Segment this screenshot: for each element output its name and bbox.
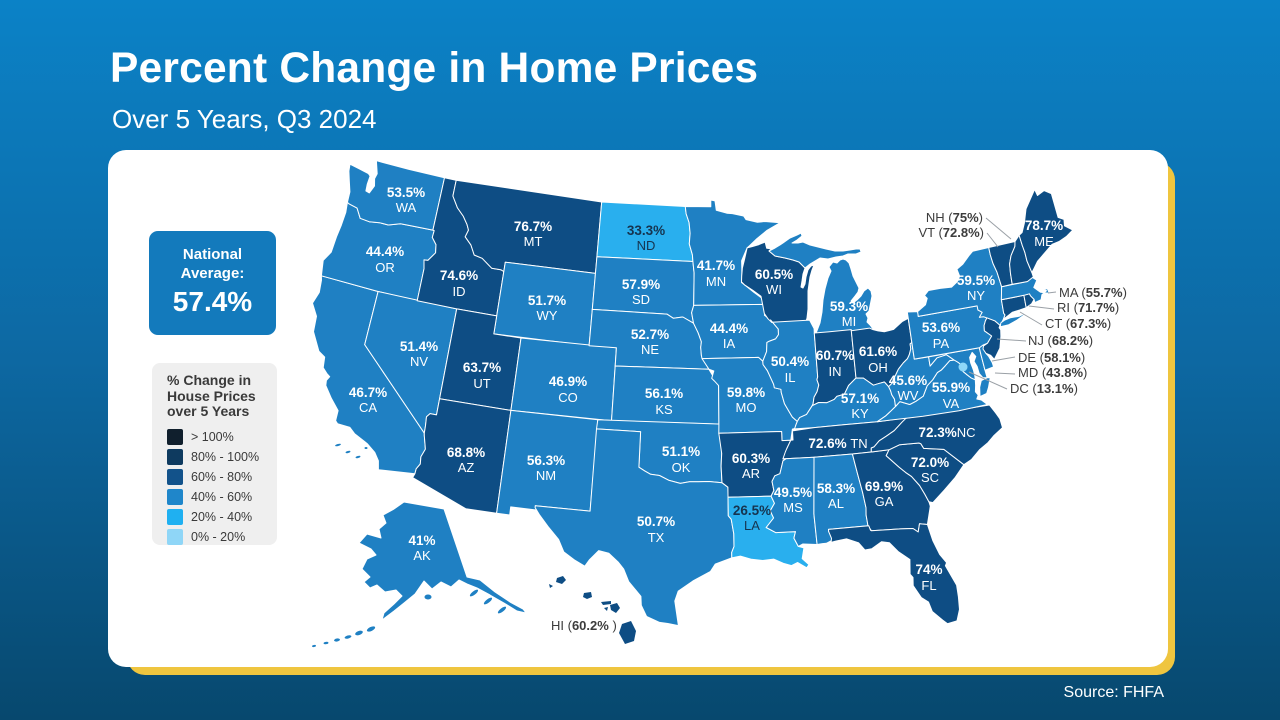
svg-text:AZ: AZ xyxy=(458,460,475,475)
svg-text:61.6%: 61.6% xyxy=(859,344,897,359)
svg-text:56.3%: 56.3% xyxy=(527,453,565,468)
svg-text:CA: CA xyxy=(359,400,377,415)
svg-text:MD (43.8%): MD (43.8%) xyxy=(1018,365,1087,380)
svg-text:OH: OH xyxy=(868,360,888,375)
svg-text:ND: ND xyxy=(637,238,656,253)
svg-text:FL: FL xyxy=(921,578,936,593)
svg-text:IA: IA xyxy=(723,336,736,351)
svg-text:SC: SC xyxy=(921,470,939,485)
svg-text:44.4%: 44.4% xyxy=(366,244,404,259)
svg-text:58.3%: 58.3% xyxy=(817,481,855,496)
svg-text:52.7%: 52.7% xyxy=(631,327,669,342)
svg-text:60.5%: 60.5% xyxy=(755,267,793,282)
svg-text:CT (67.3%): CT (67.3%) xyxy=(1045,316,1111,331)
svg-text:51.1%: 51.1% xyxy=(662,444,700,459)
svg-text:NH (75%): NH (75%) xyxy=(926,210,983,225)
svg-text:59.5%: 59.5% xyxy=(957,273,995,288)
svg-text:51.7%: 51.7% xyxy=(528,293,566,308)
svg-text:44.4%: 44.4% xyxy=(710,321,748,336)
svg-text:53.6%: 53.6% xyxy=(922,320,960,335)
svg-text:50.4%: 50.4% xyxy=(771,354,809,369)
svg-text:AK: AK xyxy=(413,548,431,563)
svg-text:WI: WI xyxy=(766,282,782,297)
svg-text:OR: OR xyxy=(375,260,395,275)
svg-text:MO: MO xyxy=(736,400,757,415)
svg-text:49.5%: 49.5% xyxy=(774,485,812,500)
svg-text:60.7%: 60.7% xyxy=(816,348,854,363)
svg-text:46.9%: 46.9% xyxy=(549,374,587,389)
svg-text:UT: UT xyxy=(473,376,490,391)
svg-text:74%: 74% xyxy=(915,562,942,577)
svg-text:MA (55.7%): MA (55.7%) xyxy=(1059,285,1127,300)
svg-text:WY: WY xyxy=(537,308,558,323)
svg-text:69.9%: 69.9% xyxy=(865,479,903,494)
svg-text:AR: AR xyxy=(742,466,760,481)
svg-text:NM: NM xyxy=(536,468,556,483)
svg-text:57.1%: 57.1% xyxy=(841,391,879,406)
svg-text:59.8%: 59.8% xyxy=(727,385,765,400)
svg-text:CO: CO xyxy=(558,390,578,405)
svg-text:VT (72.8%): VT (72.8%) xyxy=(918,225,984,240)
svg-text:OK: OK xyxy=(672,460,691,475)
svg-text:72.0%: 72.0% xyxy=(911,455,949,470)
svg-text:74.6%: 74.6% xyxy=(440,268,478,283)
svg-text:46.7%: 46.7% xyxy=(349,385,387,400)
svg-text:33.3%: 33.3% xyxy=(627,223,665,238)
svg-text:LA: LA xyxy=(744,518,760,533)
svg-text:MS: MS xyxy=(783,500,803,515)
svg-text:WV: WV xyxy=(898,388,919,403)
svg-text:MI: MI xyxy=(842,314,856,329)
svg-text:MT: MT xyxy=(524,234,543,249)
svg-text:DE (58.1%): DE (58.1%) xyxy=(1018,350,1085,365)
svg-text:KY: KY xyxy=(851,406,869,421)
svg-text:55.9%: 55.9% xyxy=(932,380,970,395)
svg-text:RI (71.7%): RI (71.7%) xyxy=(1057,300,1119,315)
svg-text:72.3%NC: 72.3%NC xyxy=(918,425,975,440)
svg-text:ID: ID xyxy=(453,284,466,299)
svg-text:26.5%: 26.5% xyxy=(733,503,771,518)
svg-text:IL: IL xyxy=(785,370,796,385)
svg-text:72.6% TN: 72.6% TN xyxy=(808,436,867,451)
svg-text:57.9%: 57.9% xyxy=(622,277,660,292)
svg-text:SD: SD xyxy=(632,292,650,307)
svg-text:ME: ME xyxy=(1034,234,1054,249)
svg-text:IN: IN xyxy=(829,364,842,379)
svg-text:NY: NY xyxy=(967,288,985,303)
svg-text:41%: 41% xyxy=(408,533,435,548)
svg-text:56.1%: 56.1% xyxy=(645,386,683,401)
svg-text:TX: TX xyxy=(648,530,665,545)
svg-text:50.7%: 50.7% xyxy=(637,514,675,529)
svg-text:NV: NV xyxy=(410,354,428,369)
svg-text:NE: NE xyxy=(641,342,659,357)
svg-text:MN: MN xyxy=(706,274,726,289)
svg-text:59.3%: 59.3% xyxy=(830,299,868,314)
svg-text:51.4%: 51.4% xyxy=(400,339,438,354)
svg-text:76.7%: 76.7% xyxy=(514,219,552,234)
svg-text:63.7%: 63.7% xyxy=(463,360,501,375)
svg-text:PA: PA xyxy=(933,336,950,351)
svg-text:53.5%: 53.5% xyxy=(387,185,425,200)
svg-text:GA: GA xyxy=(875,494,894,509)
svg-text:68.8%: 68.8% xyxy=(447,445,485,460)
svg-text:60.3%: 60.3% xyxy=(732,451,770,466)
svg-text:DC (13.1%): DC (13.1%) xyxy=(1010,381,1078,396)
svg-text:41.7%: 41.7% xyxy=(697,258,735,273)
svg-text:45.6%: 45.6% xyxy=(889,373,927,388)
svg-text:78.7%: 78.7% xyxy=(1025,218,1063,233)
svg-text:HI (60.2% ): HI (60.2% ) xyxy=(551,618,617,633)
svg-text:NJ (68.2%): NJ (68.2%) xyxy=(1028,333,1093,348)
svg-text:AL: AL xyxy=(828,496,844,511)
svg-text:KS: KS xyxy=(655,402,673,417)
svg-text:WA: WA xyxy=(396,200,417,215)
svg-text:VA: VA xyxy=(943,396,960,411)
